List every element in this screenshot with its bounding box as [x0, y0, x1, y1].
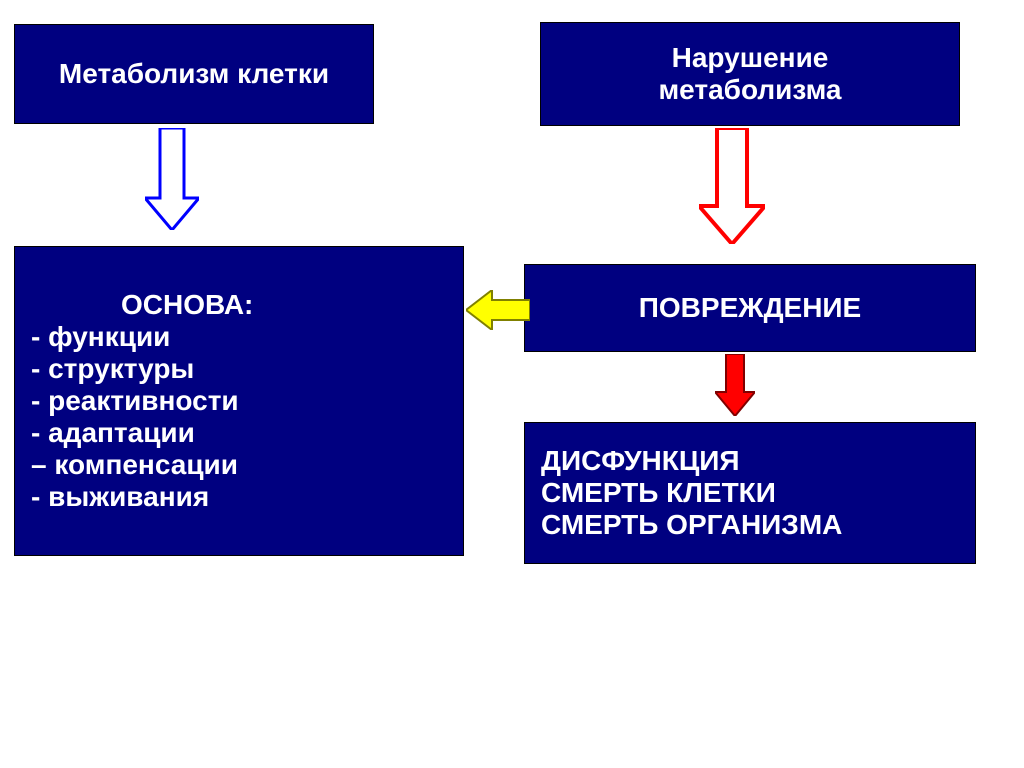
node-metabolism-text: Метаболизм клетки [59, 58, 329, 90]
arrow-down-icon [145, 128, 199, 230]
node-metabolism: Метаболизм клетки [14, 24, 374, 124]
node-outcome-line2: СМЕРТЬ КЛЕТКИ [541, 477, 776, 509]
node-damage-text: ПОВРЕЖДЕНИЕ [639, 292, 861, 324]
arrow-left-icon [466, 290, 530, 330]
node-basis-item: - структуры [31, 353, 194, 385]
node-damage: ПОВРЕЖДЕНИЕ [524, 264, 976, 352]
node-basis-bullet-text: компенсации [54, 449, 238, 480]
arrow-down-icon [715, 354, 755, 416]
node-disorder-line1: Нарушение [672, 42, 829, 74]
node-basis: ОСНОВА: - функции - структуры - реактивн… [14, 246, 464, 556]
arrow-down-icon [699, 128, 765, 244]
node-basis-bullet-item: – компенсации [31, 449, 238, 481]
node-disorder-line2: метаболизма [658, 74, 841, 106]
node-basis-item: - выживания [31, 481, 209, 513]
node-outcome-line3: СМЕРТЬ ОРГАНИЗМА [541, 509, 842, 541]
node-outcome: ДИСФУНКЦИЯ СМЕРТЬ КЛЕТКИ СМЕРТЬ ОРГАНИЗМ… [524, 422, 976, 564]
node-basis-item: - адаптации [31, 417, 195, 449]
node-basis-item: - реактивности [31, 385, 239, 417]
dash-bullet-icon: – [31, 449, 47, 480]
node-basis-title: ОСНОВА: [31, 289, 253, 321]
node-disorder: Нарушение метаболизма [540, 22, 960, 126]
node-outcome-line1: ДИСФУНКЦИЯ [541, 445, 740, 477]
node-basis-item: - функции [31, 321, 170, 353]
